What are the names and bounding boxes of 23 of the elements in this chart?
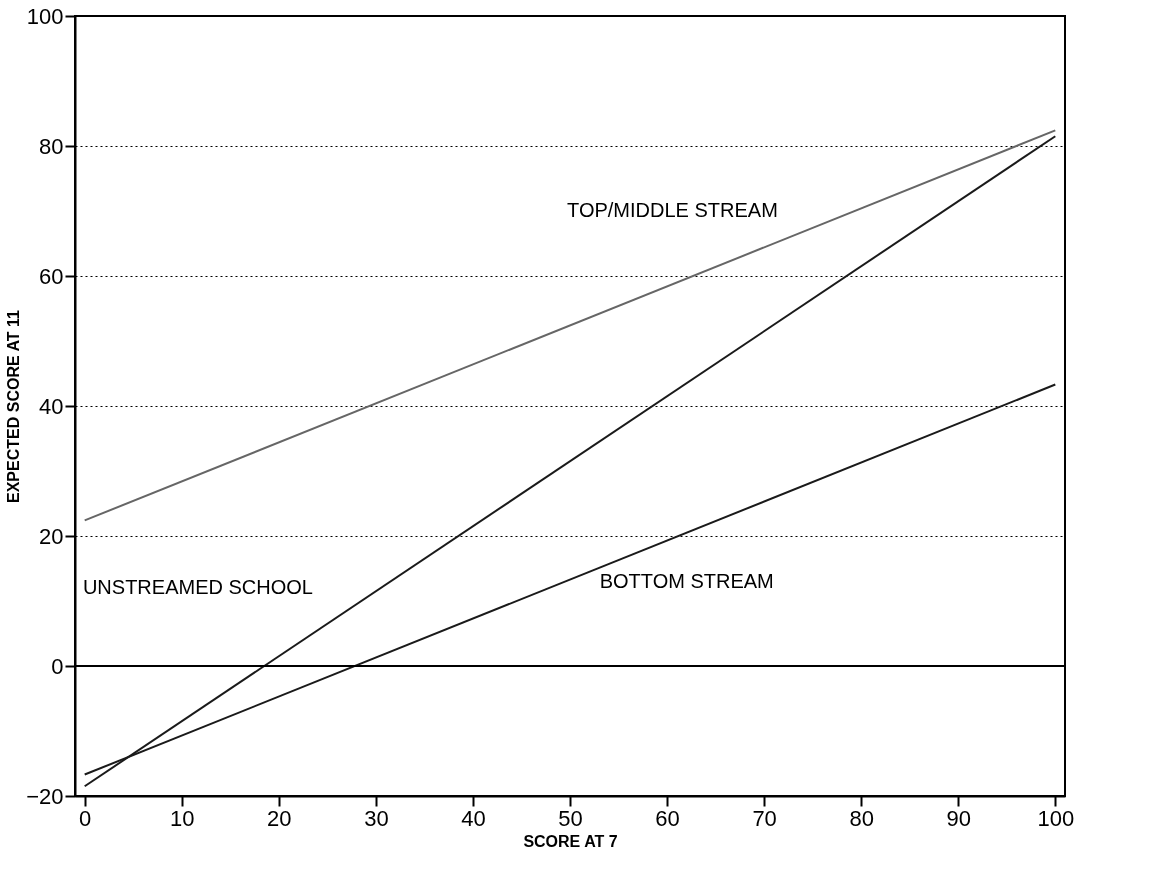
x-tick-label: 80 — [849, 805, 874, 831]
x-tick-label: 30 — [364, 805, 389, 831]
y-tick-label: 100 — [26, 3, 64, 29]
annotation: UNSTREAMED SCHOOL — [82, 575, 313, 598]
x-tick-label: 20 — [267, 805, 292, 831]
y-tick-label: 20 — [39, 523, 64, 549]
y-tick-label: −20 — [26, 783, 64, 809]
y-axis-title: EXPECTED SCORE AT 11 — [5, 309, 23, 503]
annotation: BOTTOM STREAM — [599, 570, 774, 593]
y-tick-label: 80 — [39, 133, 64, 159]
y-tick-label: 60 — [39, 263, 64, 289]
x-tick-label: 70 — [752, 805, 777, 831]
x-tick-label: 0 — [79, 805, 92, 831]
x-tick-label: 90 — [946, 805, 971, 831]
x-tick-label: 60 — [655, 805, 680, 831]
x-tick-label: 100 — [1037, 805, 1075, 831]
x-tick-label: 50 — [558, 805, 583, 831]
x-tick-label: 40 — [461, 805, 486, 831]
x-axis-title: SCORE AT 7 — [523, 832, 618, 850]
y-tick-label: 40 — [39, 393, 64, 419]
annotation: TOP/MIDDLE STREAM — [567, 199, 778, 221]
x-tick-label: 10 — [170, 805, 195, 831]
y-tick-label: 0 — [51, 653, 64, 679]
